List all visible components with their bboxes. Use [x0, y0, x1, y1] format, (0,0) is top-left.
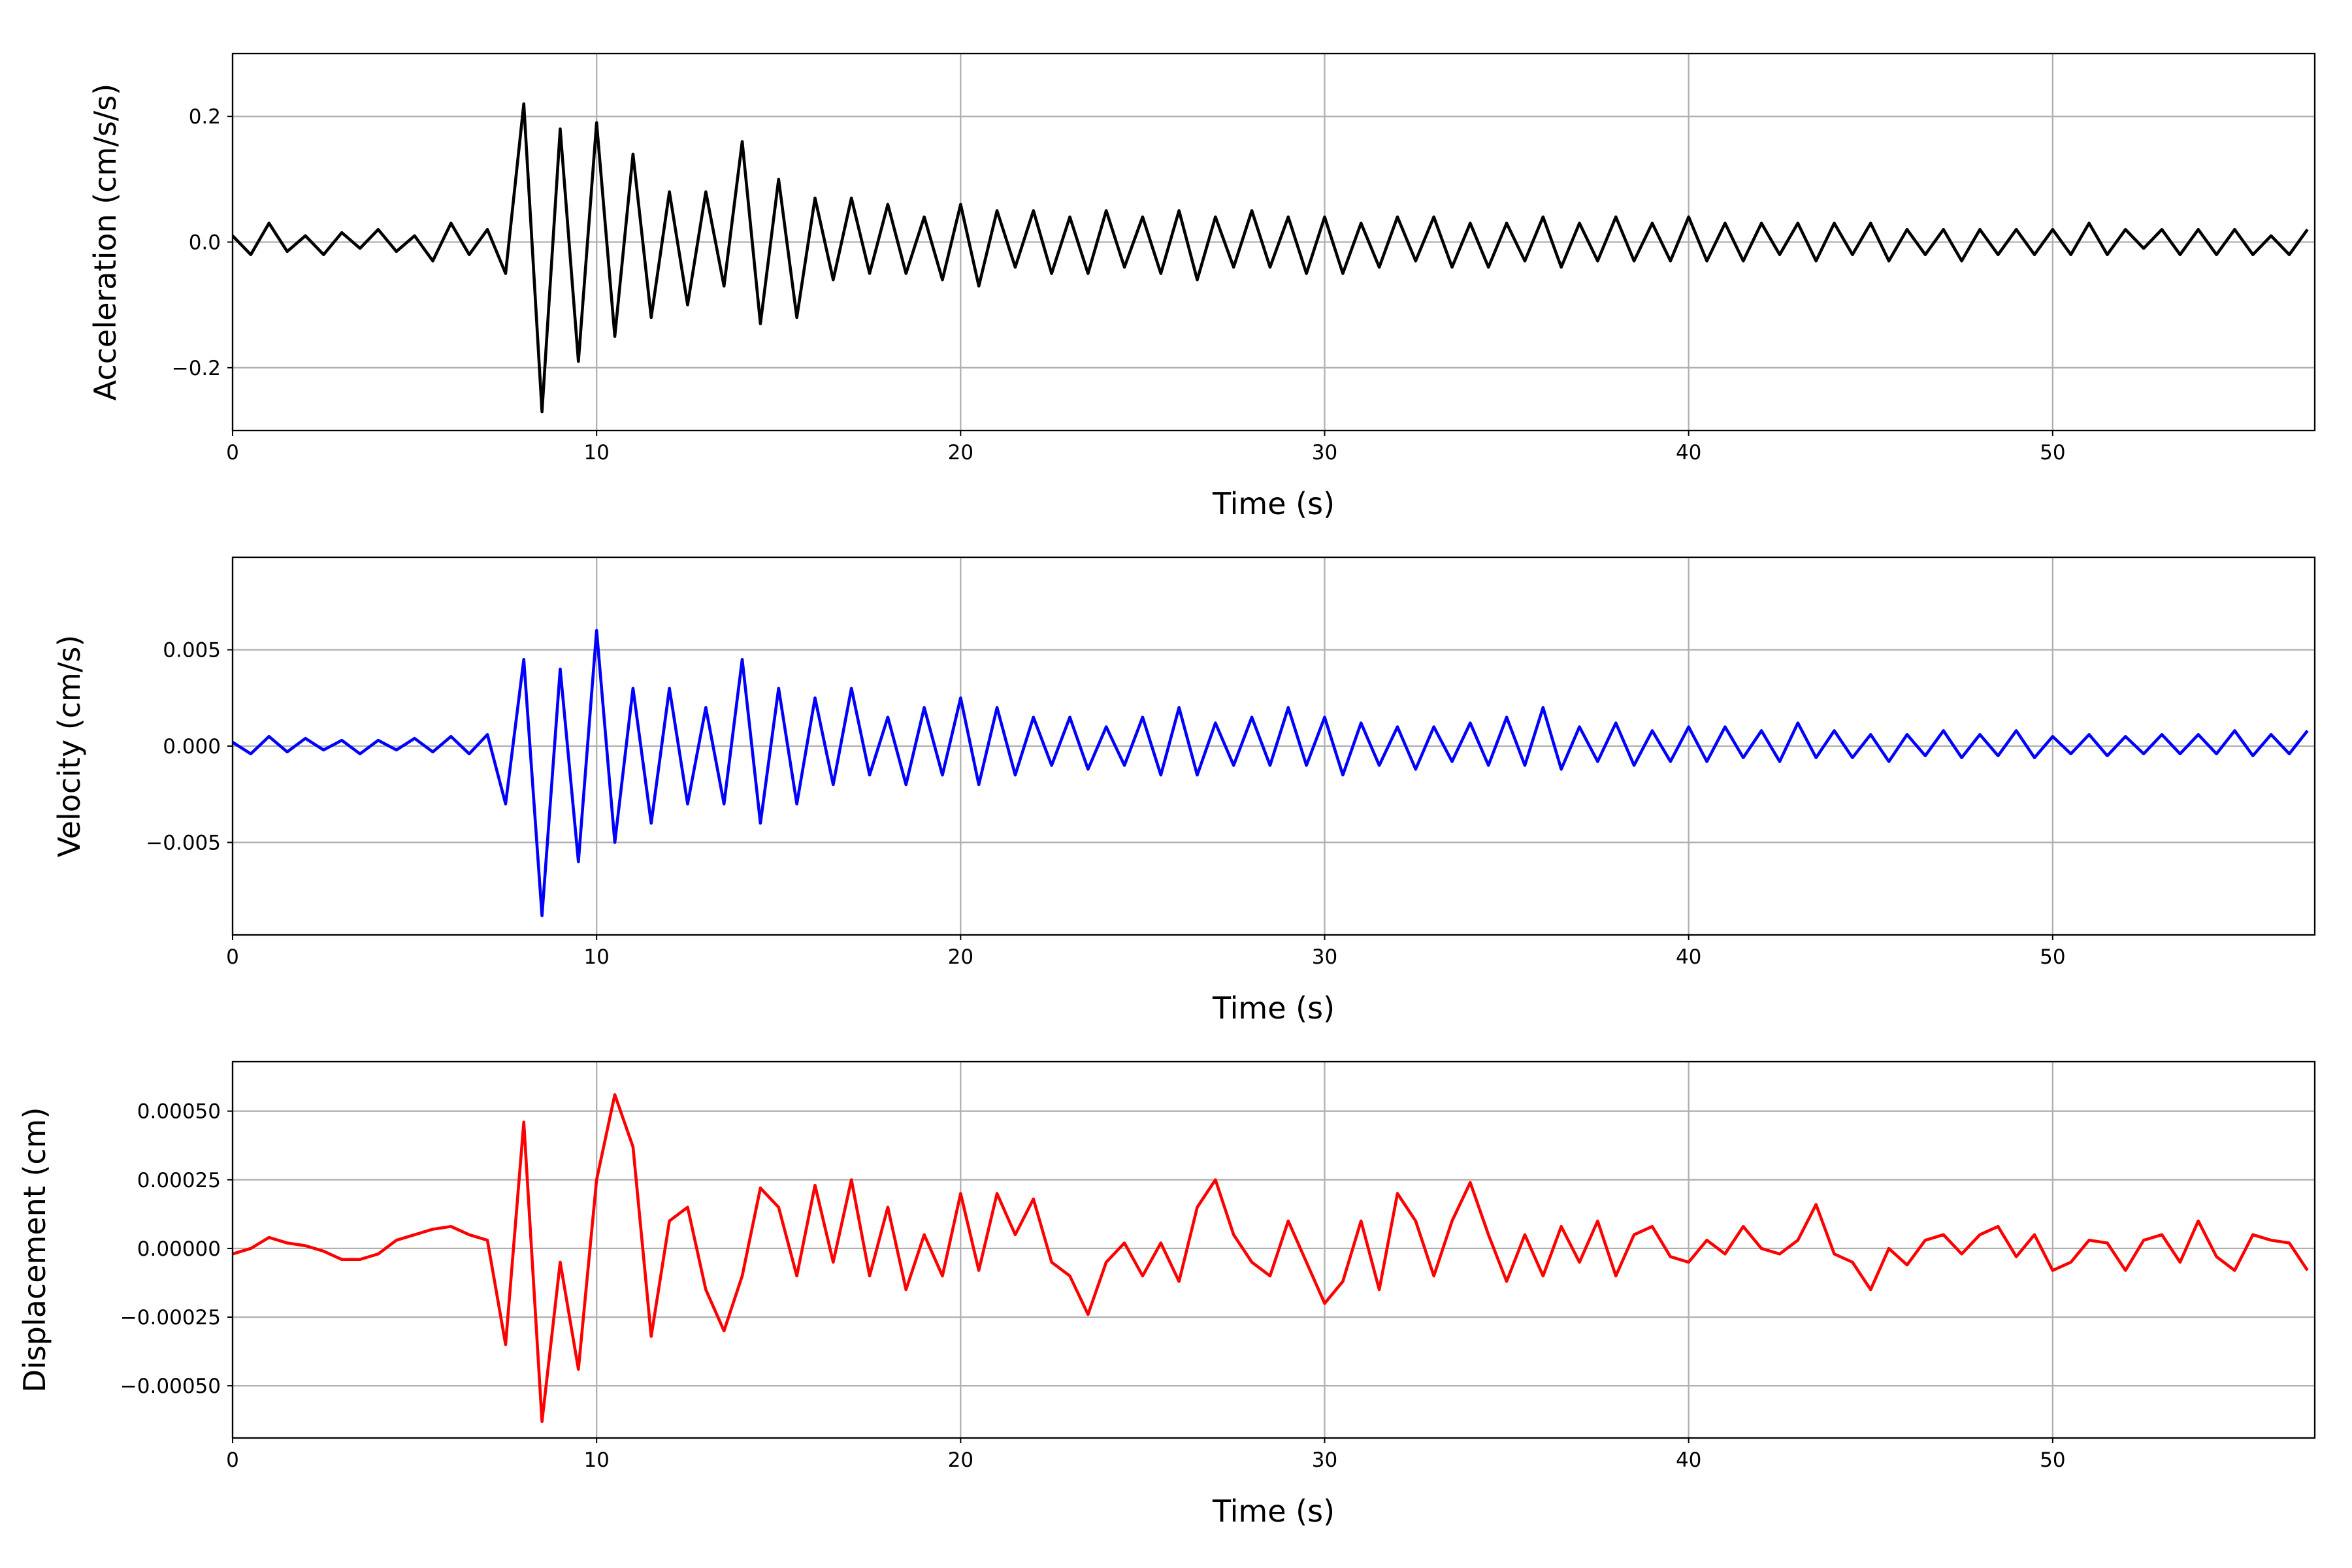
y-tick-label: 0.000 [163, 735, 221, 759]
plot-area [233, 102, 2309, 414]
x-tick-label: 40 [1676, 1448, 1701, 1472]
x-tick-label: 10 [583, 945, 609, 969]
x-axis-label: Time (s) [1212, 1494, 1335, 1529]
y-axis-label: Velocity (cm/s) [52, 635, 87, 858]
x-axis-label: Time (s) [1212, 486, 1335, 521]
x-tick-label: 0 [226, 945, 239, 969]
y-tick-label: 0.005 [163, 639, 221, 662]
plot-area [233, 629, 2309, 917]
x-tick-label: 50 [2040, 1448, 2065, 1472]
y-tick-label: −0.00025 [120, 1306, 221, 1330]
x-tick-label: 50 [2040, 441, 2065, 465]
axes-frame [231, 556, 2316, 936]
x-tick-label: 40 [1676, 441, 1701, 465]
y-tick-label: 0.00050 [137, 1100, 221, 1124]
y-axis-label: Displacement (cm) [17, 1107, 52, 1393]
y-tick-label: 0.2 [189, 105, 221, 129]
x-tick-label: 20 [948, 945, 973, 969]
x-tick-label: 20 [948, 441, 973, 465]
x-tick-label: 30 [1312, 1448, 1337, 1472]
x-tick-label: 40 [1676, 945, 1701, 969]
axes-frame [231, 1060, 2316, 1439]
x-tick-label: 0 [226, 1448, 239, 1472]
x-tick-label: 10 [583, 441, 609, 465]
data-line [233, 102, 2309, 414]
x-tick-label: 0 [226, 441, 239, 465]
y-tick-label: −0.005 [146, 831, 221, 855]
data-line [233, 629, 2309, 917]
data-line [233, 1093, 2309, 1424]
y-axis-label: Acceleration (cm/s/s) [88, 84, 123, 400]
y-tick-label: −0.00050 [120, 1375, 221, 1398]
plot-area [233, 1093, 2309, 1424]
x-tick-label: 50 [2040, 945, 2065, 969]
x-tick-label: 10 [583, 1448, 609, 1472]
axes-frame [231, 52, 2316, 432]
y-tick-label: −0.2 [172, 357, 221, 380]
y-tick-label: 0.0 [189, 231, 221, 255]
x-tick-label: 20 [948, 1448, 973, 1472]
x-tick-label: 30 [1312, 945, 1337, 969]
y-tick-label: 0.00025 [137, 1169, 221, 1192]
y-tick-label: 0.00000 [137, 1237, 221, 1261]
x-tick-label: 30 [1312, 441, 1337, 465]
x-axis-label: Time (s) [1212, 990, 1335, 1026]
